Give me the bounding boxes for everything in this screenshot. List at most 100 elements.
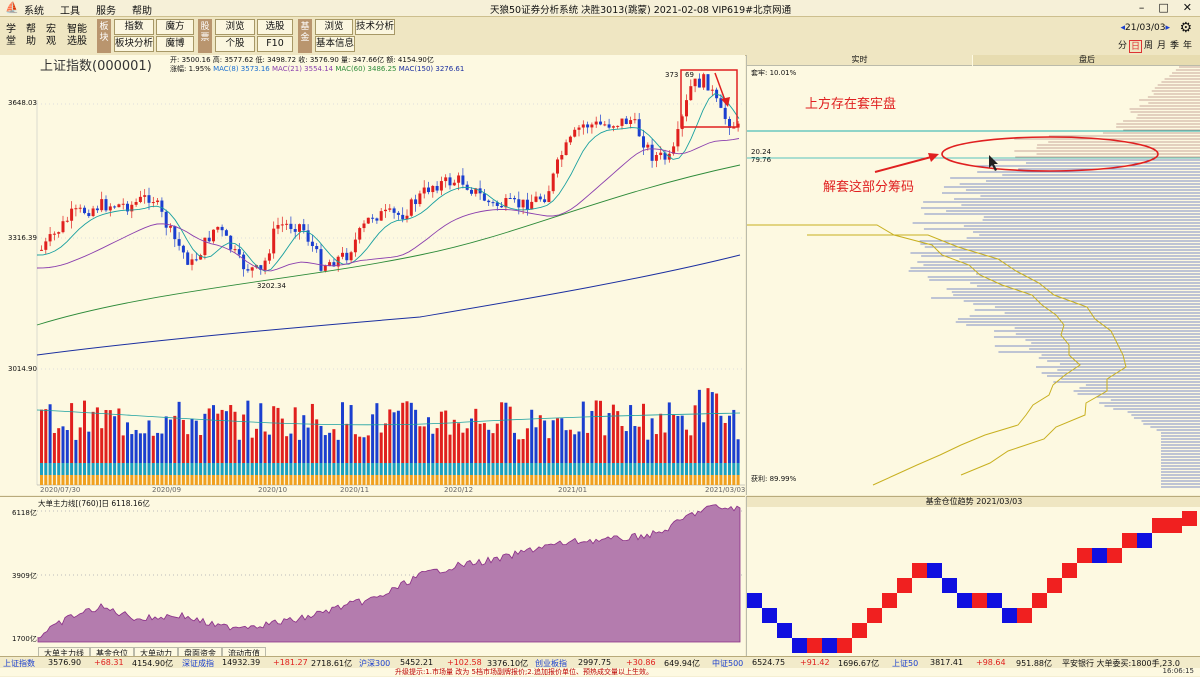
- study-button[interactable]: 学堂: [4, 24, 18, 48]
- candle-body: [169, 226, 172, 228]
- volume-bar-lower: [285, 463, 289, 475]
- volume-bar-base: [121, 475, 125, 485]
- menu-tools[interactable]: 工具: [60, 6, 80, 17]
- ma8-label: MAC(8) 3573.16: [213, 65, 270, 73]
- menu-service[interactable]: 服务: [96, 6, 116, 17]
- f10-button[interactable]: F10: [257, 36, 293, 52]
- basic-info-button[interactable]: 基本信息: [315, 36, 355, 52]
- volume-bar-base: [259, 475, 263, 485]
- technical-analysis-button[interactable]: 技术分析: [355, 19, 395, 35]
- volume-bar-lower: [568, 463, 572, 475]
- candle-body: [414, 199, 418, 205]
- candle-body: [547, 191, 551, 203]
- status-v1-5: 3817.41: [930, 658, 964, 667]
- volume-bar: [280, 418, 284, 463]
- volume-bar-base: [530, 475, 534, 485]
- volume-bar-lower: [431, 463, 435, 475]
- tf-quarter[interactable]: 季: [1169, 41, 1179, 51]
- close-icon[interactable]: ✕: [1182, 1, 1192, 14]
- volume-bar-lower: [551, 463, 555, 475]
- status-name-4[interactable]: 中证500: [712, 659, 744, 668]
- candle-body: [659, 152, 663, 156]
- volume-bar: [521, 439, 525, 463]
- volume-bar: [267, 434, 271, 463]
- volume-bar-lower: [543, 463, 547, 475]
- smart-select-button[interactable]: 智能 选股: [64, 24, 90, 48]
- volume-bar-base: [418, 475, 422, 485]
- macro-button[interactable]: 宏观: [44, 24, 58, 48]
- mobo-button[interactable]: 魔博: [156, 36, 194, 52]
- volume-bar-base: [504, 475, 508, 485]
- status-name-3[interactable]: 创业板指: [535, 659, 567, 668]
- tf-week[interactable]: 周: [1143, 41, 1153, 51]
- renko-brick: [987, 593, 1002, 608]
- volume-bar-base: [728, 475, 731, 485]
- sector-analysis-button[interactable]: 板块分析: [114, 36, 154, 52]
- volume-bar: [409, 402, 413, 463]
- date-navigator[interactable]: ◂21/03/03▸: [1121, 23, 1170, 33]
- renko-brick: [1152, 518, 1167, 533]
- menu-help[interactable]: 帮助: [132, 6, 152, 17]
- volume-bar: [358, 436, 362, 463]
- volume-bar-base: [181, 475, 185, 485]
- volume-bar-base: [633, 475, 637, 485]
- candle-body: [379, 211, 383, 221]
- maximize-icon[interactable]: □: [1158, 1, 1169, 14]
- candle-body: [345, 252, 349, 261]
- tab-realtime[interactable]: 实时: [747, 55, 972, 66]
- volume-bar-lower: [659, 463, 663, 475]
- candle-body: [366, 217, 370, 224]
- tf-minute[interactable]: 分: [1117, 41, 1127, 51]
- candle-body: [246, 269, 250, 271]
- volume-bar-base: [113, 475, 117, 485]
- index-button[interactable]: 指数: [114, 19, 154, 35]
- fund-browse-button[interactable]: 浏览: [315, 19, 353, 35]
- volume-bar-base: [693, 475, 697, 485]
- candle-body: [431, 185, 435, 193]
- candle-body: [91, 208, 95, 217]
- volume-bar-lower: [715, 463, 719, 475]
- renko-brick: [837, 638, 852, 653]
- ma8-line: [36, 93, 740, 272]
- stock-browse-button[interactable]: 浏览: [215, 19, 255, 35]
- volume-bar-base: [577, 475, 581, 485]
- menu-system[interactable]: 系统: [24, 6, 44, 17]
- volume-bar-lower: [341, 463, 344, 475]
- cube-button[interactable]: 魔方: [156, 19, 194, 35]
- volume-bar-base: [474, 475, 478, 485]
- candle-body: [581, 124, 585, 128]
- next-arrow-icon[interactable]: ▸: [1165, 23, 1170, 33]
- status-name-2[interactable]: 沪深300: [359, 659, 391, 668]
- volume-bar: [654, 434, 658, 463]
- status-name-0[interactable]: 上证指数: [3, 659, 35, 668]
- candlestick-chart[interactable]: 上证指数(000001) 开: 3500.16 高: 3577.62 低: 34…: [0, 55, 745, 495]
- title-bar: ⛵ 系统 工具 服务 帮助 天狼50证券分析系统 决胜3013(跳蒙) 2021…: [0, 0, 1200, 17]
- help-button[interactable]: 帮助: [24, 24, 38, 48]
- volume-bar-base: [513, 475, 516, 485]
- settings-icon[interactable]: ⚙: [1179, 20, 1192, 36]
- tf-month[interactable]: 月: [1156, 41, 1166, 51]
- status-name-1[interactable]: 深证成指: [182, 659, 214, 668]
- tf-year[interactable]: 年: [1182, 41, 1192, 51]
- volume-bar-lower: [246, 463, 250, 475]
- volume-bar-lower: [457, 463, 461, 475]
- minimize-icon[interactable]: –: [1138, 1, 1145, 14]
- volume-bar: [181, 419, 185, 463]
- tf-day[interactable]: 日: [1129, 40, 1142, 53]
- tab-after-hours[interactable]: 盘后: [973, 55, 1200, 66]
- stock-select-button[interactable]: 选股: [257, 19, 293, 35]
- target-chips-ellipse: [941, 136, 1159, 172]
- volume-bar-lower: [61, 463, 65, 475]
- renko-brick: [897, 578, 912, 593]
- volume-bar-base: [242, 475, 246, 485]
- status-right-info: 平安银行 大单委买:1800手,23.0: [1062, 659, 1180, 668]
- volume-bar-base: [444, 475, 448, 485]
- status-name-5[interactable]: 上证50: [892, 659, 919, 668]
- main-force-indicator[interactable]: 大单主力线[(760)]日 6118.16亿 6118亿 3909亿 1700亿…: [0, 496, 745, 660]
- volume-bar-base: [616, 475, 620, 485]
- single-stock-button[interactable]: 个股: [215, 36, 255, 52]
- candle-body: [422, 187, 426, 194]
- volume-bar-lower: [276, 463, 280, 475]
- volume-bar-base: [199, 475, 203, 485]
- prev-arrow-icon[interactable]: ◂: [1120, 23, 1126, 33]
